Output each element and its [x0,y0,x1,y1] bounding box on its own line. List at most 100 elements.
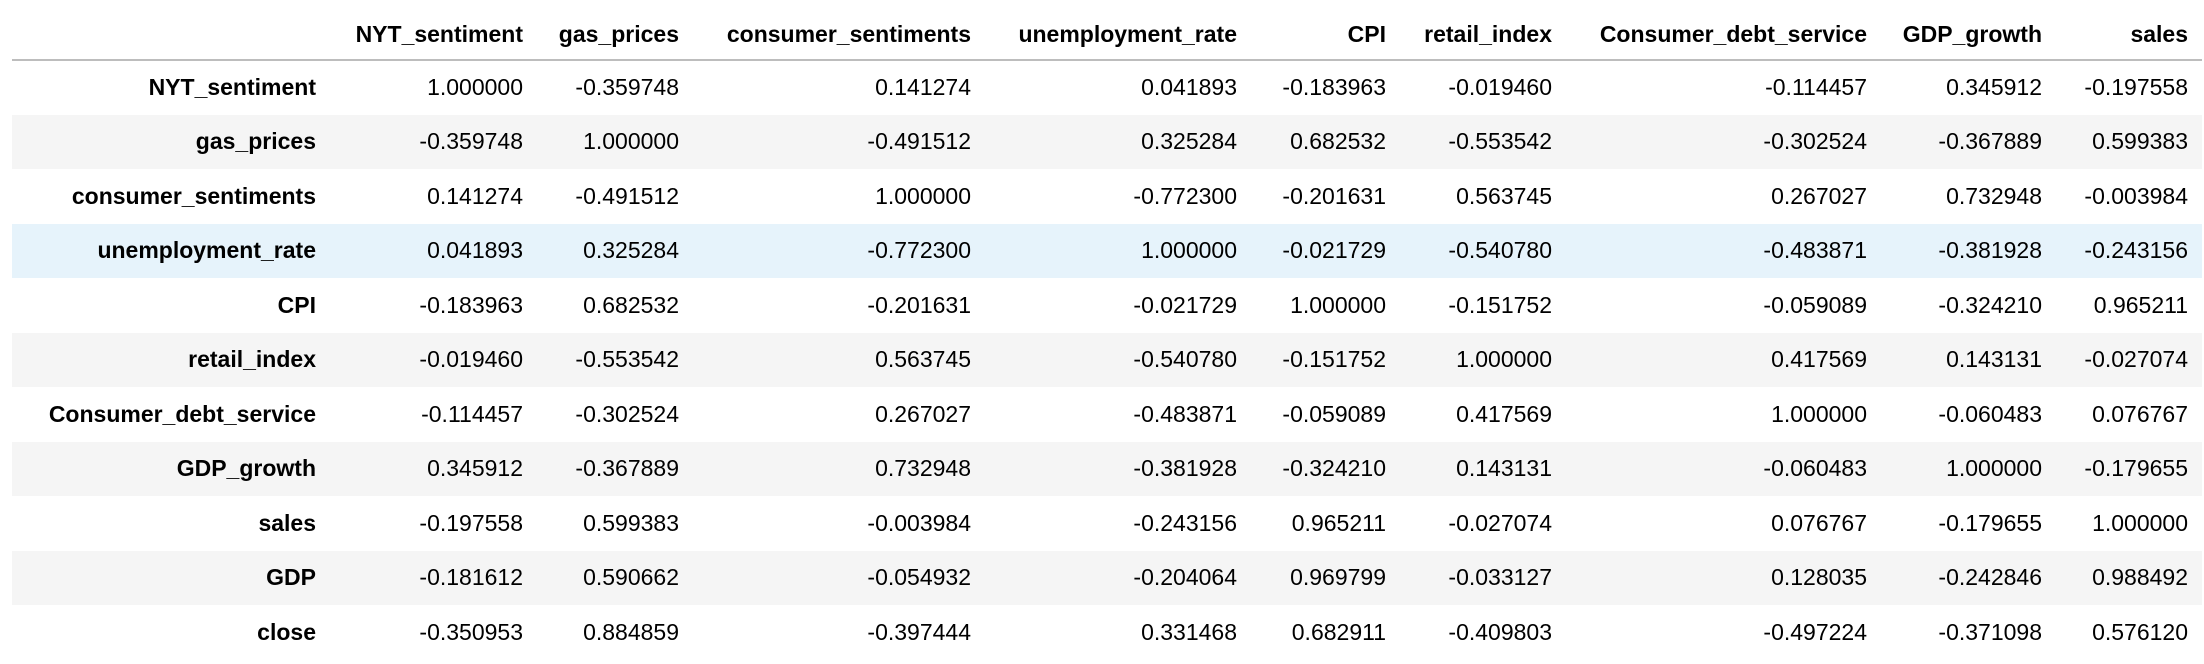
table-cell: -0.027074 [2084,346,2188,373]
table-cell: 0.041893 [427,237,523,264]
table-cell: 0.599383 [583,509,679,536]
table-cell: 0.076767 [1771,509,1867,536]
row-label: GDP_growth [176,455,316,482]
table-cell: -0.019460 [1448,74,1552,101]
table-cell: -0.114457 [421,400,523,427]
table-cell: -0.491512 [867,128,971,155]
table-cell: -0.021729 [1282,237,1386,264]
row-label: consumer_sentiments [71,182,316,209]
table-cell: -0.324210 [1282,455,1386,482]
table-cell: 0.682532 [1290,128,1386,155]
table-cell: -0.181612 [419,564,523,591]
table-cell: -0.381928 [1938,237,2042,264]
table-cell: 0.325284 [1141,128,1237,155]
table-cell: -0.183963 [1282,74,1386,101]
table-cell: 0.128035 [1771,564,1867,591]
table-cell: -0.359748 [575,74,679,101]
column-header: gas_prices [537,0,693,61]
table-cell: -0.151752 [1448,291,1552,318]
table-cell: -0.483871 [1763,237,1867,264]
table-row: NYT_sentiment 1.000000 -0.359748 0.141274 0.… [12,60,2202,115]
table-row: GDP -0.181612 0.590662 -0.054932 -0.204064 0.… [12,550,2202,605]
table-header: NYT_sentiment gas_prices consumer_sentimen… [12,0,2202,61]
row-label: gas_prices [195,128,316,155]
table-cell: -0.060483 [1938,400,2042,427]
table-cell: -0.409803 [1448,618,1552,645]
table-cell: -0.302524 [575,400,679,427]
table-cell: 1.000000 [583,128,679,155]
table-cell: 0.682911 [1291,618,1386,645]
table-cell: 0.143131 [1946,346,2042,373]
table-cell: -0.021729 [1133,291,1237,318]
table-cell: -0.059089 [1763,291,1867,318]
dataframe-container: NYT_sentiment gas_prices consumer_sentimen… [12,0,2202,664]
table-cell: 0.143131 [1456,455,1552,482]
table-cell: -0.359748 [419,128,523,155]
header-row: NYT_sentiment gas_prices consumer_sentimen… [12,0,2202,61]
table-cell: 1.000000 [1946,455,2042,482]
column-header: retail_index [1400,0,1566,61]
table-cell: -0.397444 [867,618,971,645]
table-cell: 0.965211 [2093,291,2188,318]
table-cell: 0.884859 [583,618,679,645]
table-cell: 0.041893 [1141,74,1237,101]
table-row: GDP_growth 0.345912 -0.367889 0.732948 -0.38… [12,441,2202,496]
table-cell: -0.242846 [1938,564,2042,591]
table-cell: -0.772300 [867,237,971,264]
table-cell: 0.590662 [583,564,679,591]
table-cell: -0.033127 [1448,564,1552,591]
table-cell: -0.540780 [1448,237,1552,264]
row-label: Consumer_debt_service [48,400,316,427]
table-cell: -0.367889 [575,455,679,482]
table-cell: -0.179655 [2084,455,2188,482]
table-row: gas_prices -0.359748 1.000000 -0.491512 0.32… [12,114,2202,169]
table-cell: 1.000000 [1771,400,1867,427]
table-cell: 0.417569 [1771,346,1867,373]
table-cell: -0.197558 [419,509,523,536]
table-cell: 0.345912 [1946,74,2042,101]
row-label: unemployment_rate [97,237,316,264]
table-cell: 0.267027 [875,400,971,427]
column-header: NYT_sentiment [330,0,537,61]
column-header: GDP_growth [1881,0,2056,61]
table-cell: 1.000000 [1456,346,1552,373]
table-cell: -0.019460 [419,346,523,373]
table-cell: 0.599383 [2092,128,2188,155]
row-label: GDP [266,564,316,591]
table-cell: -0.540780 [1133,346,1237,373]
table-cell: 0.325284 [583,237,679,264]
table-cell: -0.003984 [867,509,971,536]
column-header: sales [2056,0,2202,61]
table-cell: 0.563745 [1456,182,1552,209]
table-cell: 0.732948 [875,455,971,482]
table-cell: -0.367889 [1938,128,2042,155]
table-cell: -0.054932 [867,564,971,591]
row-label: CPI [277,291,316,318]
table-cell: -0.497224 [1763,618,1867,645]
table-cell: -0.114457 [1765,74,1867,101]
table-cell: 0.267027 [1771,182,1867,209]
table-cell: -0.197558 [2084,74,2188,101]
table-cell: -0.553542 [1448,128,1552,155]
table-cell: 0.076767 [2092,400,2188,427]
table-cell: -0.243156 [1133,509,1237,536]
table-cell: 0.682532 [583,291,679,318]
column-header: CPI [1251,0,1400,61]
table-cell: -0.027074 [1448,509,1552,536]
table-cell: -0.491512 [575,182,679,209]
table-cell: -0.483871 [1133,400,1237,427]
table-cell: -0.371098 [1938,618,2042,645]
table-cell: 1.000000 [1290,291,1386,318]
row-label: retail_index [188,346,316,373]
column-header: Consumer_debt_service [1566,0,1881,61]
table-cell: 0.988492 [2092,564,2188,591]
index-header-cell [12,0,330,61]
table-cell: 0.576120 [2092,618,2188,645]
correlation-table: NYT_sentiment gas_prices consumer_sentimen… [12,0,2202,660]
table-row: close -0.350953 0.884859 -0.397444 0.331468 0… [12,605,2202,660]
row-label: close [257,618,316,645]
table-row: CPI -0.183963 0.682532 -0.201631 -0.021729 1.… [12,278,2202,333]
table-cell: -0.060483 [1763,455,1867,482]
table-body: NYT_sentiment 1.000000 -0.359748 0.141274 0.… [12,60,2202,660]
table-cell: -0.381928 [1133,455,1237,482]
